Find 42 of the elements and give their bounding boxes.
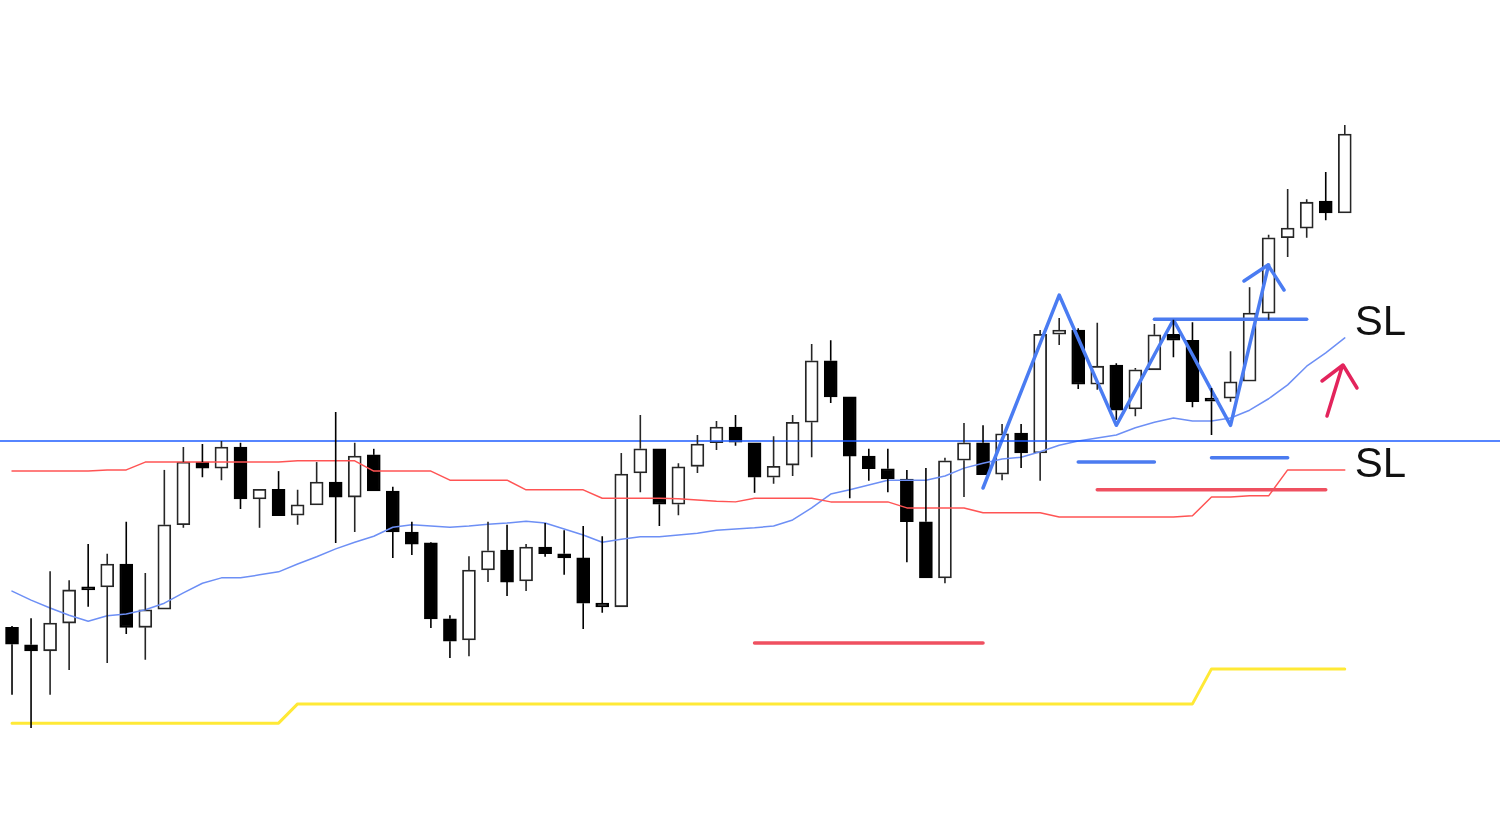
candlestick bbox=[1299, 198, 1314, 239]
candlestick bbox=[405, 520, 419, 556]
candlestick bbox=[1337, 124, 1352, 214]
candlestick bbox=[1166, 318, 1181, 358]
candlestick bbox=[252, 488, 267, 529]
candlestick bbox=[443, 614, 457, 659]
candlestick bbox=[576, 525, 591, 630]
candlestick bbox=[614, 452, 629, 608]
candlestick bbox=[309, 461, 324, 506]
candlestick bbox=[785, 414, 800, 477]
candlestick bbox=[652, 448, 667, 527]
candlestick bbox=[500, 523, 514, 597]
candlestick bbox=[938, 457, 952, 585]
candlestick bbox=[842, 396, 857, 500]
candlestick bbox=[157, 469, 172, 610]
candlestick bbox=[919, 467, 933, 579]
candlestick bbox=[43, 570, 57, 696]
candlestick bbox=[823, 339, 838, 404]
candlestick bbox=[366, 448, 381, 492]
candlestick bbox=[195, 443, 210, 478]
candlestick bbox=[81, 543, 96, 608]
candlestick bbox=[1280, 188, 1295, 258]
candlestick bbox=[347, 441, 362, 533]
candlestick bbox=[385, 486, 400, 559]
candlestick bbox=[176, 446, 191, 529]
candlestick bbox=[24, 617, 38, 729]
candlestick bbox=[1052, 317, 1067, 346]
candlestick bbox=[1033, 329, 1047, 482]
candlestick bbox=[900, 469, 914, 563]
candlestick bbox=[633, 414, 648, 494]
candlestick bbox=[804, 343, 819, 459]
candlestick bbox=[424, 542, 438, 629]
text: SL bbox=[1354, 438, 1407, 486]
candlestick bbox=[119, 520, 134, 635]
candlestick bbox=[519, 543, 533, 592]
candlestick bbox=[100, 552, 115, 664]
candlestick bbox=[881, 448, 895, 494]
text: SL bbox=[1354, 296, 1407, 344]
candlestick bbox=[271, 470, 286, 517]
candlestick bbox=[976, 424, 990, 476]
candlestick bbox=[462, 555, 476, 658]
candlestick bbox=[62, 579, 76, 671]
